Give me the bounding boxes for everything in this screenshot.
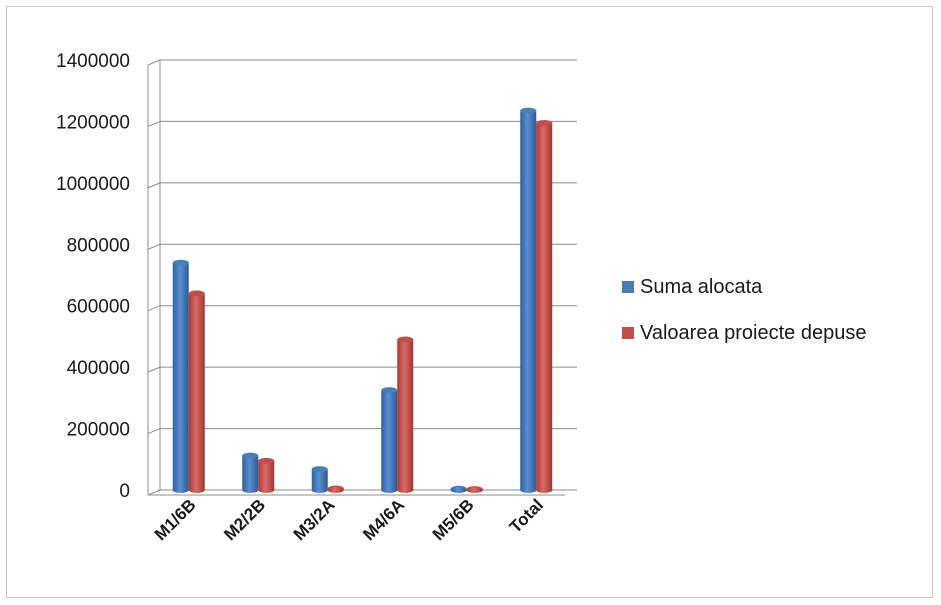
gridline-depth bbox=[147, 305, 161, 312]
legend-label: Suma alocata bbox=[640, 275, 763, 298]
y-tick-label: 1000000 bbox=[56, 174, 130, 195]
bar-body bbox=[397, 339, 414, 490]
bar-suma-alocata-m1-6b bbox=[172, 259, 189, 493]
bar-body bbox=[172, 262, 189, 490]
bar-base bbox=[188, 487, 205, 493]
bar-top bbox=[258, 457, 275, 464]
x-tick-labels: M1/6B M2/2B M3/2A M4/6A M5/6B Total bbox=[151, 495, 547, 544]
bar-body bbox=[188, 293, 205, 490]
gridline-depth bbox=[147, 489, 161, 496]
bar-suma-alocata-m3-2a bbox=[311, 466, 328, 493]
y-tick-label: 400000 bbox=[67, 358, 130, 379]
bar-valoarea-proiecte-depuse-m3-2a bbox=[327, 485, 344, 493]
legend-item-suma-alocata: Suma alocata bbox=[622, 272, 866, 302]
bar-body bbox=[536, 122, 553, 490]
legend-swatch-red bbox=[622, 327, 634, 339]
gridline-depth bbox=[147, 243, 161, 250]
legend: Suma alocata Valoarea proiecte depuse bbox=[622, 272, 866, 364]
x-tick-label: M3/2A bbox=[290, 495, 339, 544]
bar-suma-alocata-total bbox=[520, 107, 537, 493]
gridline-depth bbox=[147, 366, 161, 373]
bar-top bbox=[172, 259, 189, 266]
bar-body bbox=[311, 469, 328, 490]
x-tick-label: M2/2B bbox=[220, 495, 269, 544]
gridline-depth bbox=[147, 59, 161, 66]
bar-valoarea-proiecte-depuse-m5-6b bbox=[466, 486, 483, 493]
bar-body bbox=[258, 460, 275, 490]
gridline-depth bbox=[147, 182, 161, 189]
bar-base bbox=[381, 487, 398, 493]
bar-base bbox=[536, 487, 553, 493]
bar-body bbox=[520, 110, 537, 490]
bar-base bbox=[258, 487, 275, 493]
bar-valoarea-proiecte-depuse-m1-6b bbox=[188, 290, 205, 493]
bar-base bbox=[450, 487, 467, 493]
bar-top bbox=[381, 387, 398, 394]
bar-body bbox=[242, 455, 259, 490]
y-tick-label: 600000 bbox=[67, 297, 130, 318]
bar-suma-alocata-m2-2b bbox=[242, 452, 259, 493]
x-tick-label: M5/6B bbox=[429, 495, 478, 544]
legend-item-valoarea-proiecte-depuse: Valoarea proiecte depuse bbox=[622, 318, 866, 348]
x-tick-label: M1/6B bbox=[151, 495, 200, 544]
bar-top bbox=[397, 336, 414, 343]
bar-suma-alocata-m4-6a bbox=[381, 387, 398, 493]
gridlines bbox=[147, 59, 577, 496]
bar-body bbox=[381, 390, 398, 490]
bar-top bbox=[520, 107, 537, 114]
bar-valoarea-proiecte-depuse-total bbox=[536, 119, 553, 493]
bar-base bbox=[466, 487, 483, 493]
gridline-depth bbox=[147, 120, 161, 127]
y-tick-label: 0 bbox=[119, 481, 130, 502]
y-tick-labels: 0 200000 400000 600000 800000 1000000 1200000 1… bbox=[56, 51, 130, 502]
y-tick-label: 800000 bbox=[67, 235, 130, 256]
bar-top bbox=[188, 290, 205, 297]
bar-suma-alocata-m5-6b bbox=[450, 485, 467, 493]
y-tick-label: 200000 bbox=[67, 420, 130, 441]
bar-base bbox=[311, 487, 328, 493]
x-tick-label: Total bbox=[506, 495, 547, 536]
y-tick-label: 1200000 bbox=[56, 112, 130, 133]
axes bbox=[147, 60, 565, 496]
bar-top bbox=[242, 452, 259, 459]
y-tick-label: 1400000 bbox=[56, 51, 130, 72]
bars bbox=[172, 107, 553, 493]
legend-label: Valoarea proiecte depuse bbox=[640, 321, 867, 344]
bar-base bbox=[520, 487, 537, 493]
bar-base bbox=[172, 487, 189, 493]
bar-base bbox=[242, 487, 259, 493]
gridline-depth bbox=[147, 428, 161, 435]
bar-valoarea-proiecte-depuse-m4-6a bbox=[397, 336, 414, 493]
x-tick-label: M4/6A bbox=[359, 495, 408, 544]
bar-valoarea-proiecte-depuse-m2-2b bbox=[258, 457, 275, 493]
bar-top bbox=[311, 466, 328, 473]
bar-top bbox=[536, 119, 553, 126]
bar-base bbox=[327, 487, 344, 493]
legend-swatch-blue bbox=[622, 281, 634, 293]
bar-base bbox=[397, 487, 414, 493]
